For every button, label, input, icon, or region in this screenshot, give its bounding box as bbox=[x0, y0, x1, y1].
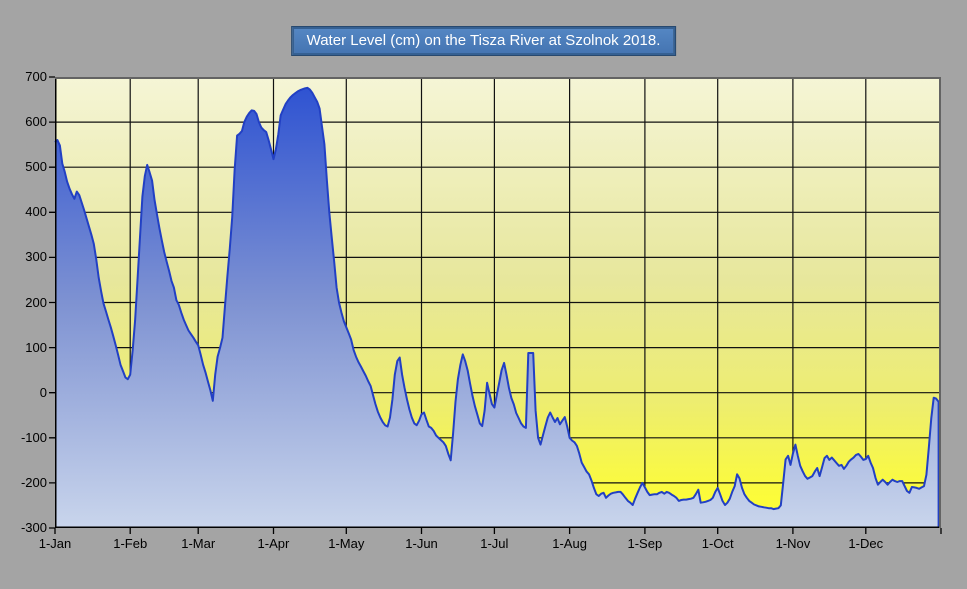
chart-title-box: Water Level (cm) on the Tisza River at S… bbox=[291, 27, 676, 55]
y-tick-label: 100 bbox=[25, 339, 47, 355]
plot-area bbox=[49, 76, 942, 534]
x-tick-label: 1-Jul bbox=[480, 536, 509, 551]
water-level-area bbox=[55, 87, 939, 529]
x-tick-label: 1-Apr bbox=[257, 536, 290, 551]
x-tick-label: 1-Jan bbox=[38, 536, 72, 551]
y-tick-label: 300 bbox=[25, 249, 47, 265]
x-tick-label: 1-Feb bbox=[113, 536, 148, 551]
chart-title-text: Water Level (cm) on the Tisza River at S… bbox=[306, 32, 661, 49]
x-tick-label: 1-Jun bbox=[405, 536, 438, 551]
y-tick-label: -100 bbox=[20, 429, 47, 445]
x-tick-label: 1-Aug bbox=[552, 536, 587, 551]
x-tick-label: 1-Oct bbox=[701, 536, 734, 551]
y-tick-label: 400 bbox=[25, 204, 47, 220]
y-tick-label: 700 bbox=[25, 69, 47, 84]
y-tick-label: -200 bbox=[20, 474, 47, 490]
x-tick-label: 1-Nov bbox=[775, 536, 811, 551]
water-level-line bbox=[54, 86, 940, 528]
x-tick-label: 1-Mar bbox=[181, 536, 216, 551]
y-tick-label: 0 bbox=[39, 384, 47, 400]
area-chart-svg bbox=[49, 76, 942, 534]
x-tick-label: 1-Dec bbox=[848, 536, 884, 551]
y-tick-label: 500 bbox=[25, 159, 47, 175]
x-tick-label: 1-May bbox=[328, 536, 365, 551]
y-tick-label: 600 bbox=[25, 114, 47, 130]
x-tick-label: 1-Sep bbox=[627, 536, 663, 551]
y-tick-label: 200 bbox=[25, 294, 47, 310]
y-tick-label: -300 bbox=[20, 520, 47, 535]
